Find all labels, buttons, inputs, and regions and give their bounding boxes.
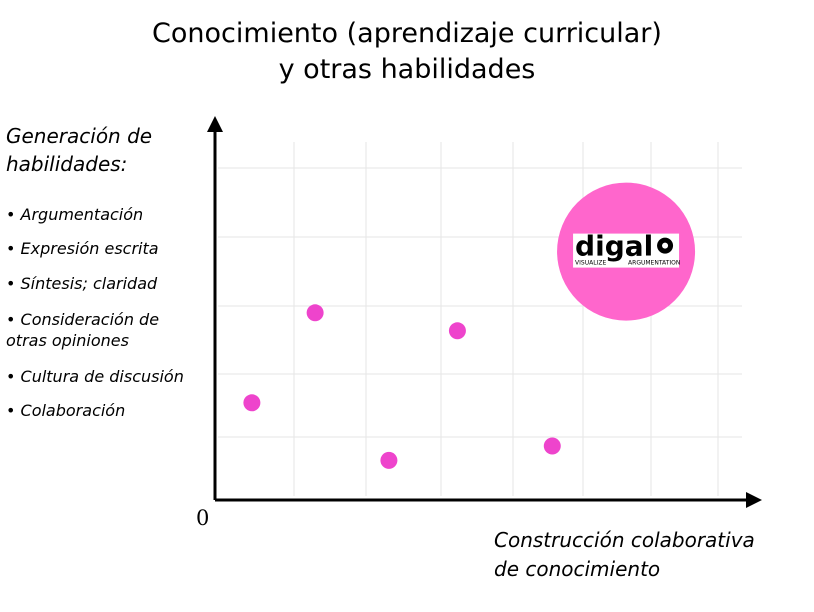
skill-item: • Cultura de discusión bbox=[6, 367, 184, 386]
data-point-4 bbox=[448, 322, 466, 340]
x-axis-label-line-1: Construcción colaborativa bbox=[494, 528, 755, 552]
title-line-2: y otras habilidades bbox=[278, 54, 536, 85]
y-axis-label: Generación de habilidades: bbox=[6, 122, 152, 178]
y-axis-arrow bbox=[207, 116, 223, 132]
skill-item: • Argumentación bbox=[6, 205, 144, 224]
logo-tagline-right: ARGUMENTATION bbox=[628, 260, 680, 267]
data-point-3 bbox=[380, 451, 398, 469]
title-rest: (aprendizaje curricular) bbox=[338, 18, 662, 49]
x-axis-label-line-2: de conocimiento bbox=[494, 557, 661, 581]
skill-item: • Colaboración bbox=[6, 401, 126, 420]
chart-title: Conocimiento (aprendizaje curricular) y … bbox=[0, 16, 814, 88]
x-axis-arrow bbox=[746, 492, 762, 508]
logo-wordmark: digal bbox=[575, 230, 653, 263]
logo-tagline-left: VISUALIZE bbox=[575, 260, 606, 267]
skill-item: • Síntesis; claridad bbox=[6, 274, 158, 293]
axes bbox=[207, 116, 762, 508]
data-point-2 bbox=[306, 304, 324, 322]
x-axis-label: Construcción colaborativa de conocimient… bbox=[494, 526, 755, 584]
title-bold: Conocimiento bbox=[152, 18, 339, 49]
origin-label: 0 bbox=[196, 506, 210, 530]
data-point-1 bbox=[243, 394, 261, 412]
data-points bbox=[243, 304, 561, 469]
skill-item: • Consideración de otras opiniones bbox=[6, 310, 160, 350]
title-line-1: Conocimiento (aprendizaje curricular) bbox=[0, 16, 814, 52]
y-axis-label-line-2: habilidades: bbox=[6, 152, 128, 176]
data-point-5 bbox=[543, 437, 561, 455]
y-axis-label-line-1: Generación de bbox=[6, 124, 153, 148]
logo-ball-spot bbox=[662, 242, 669, 249]
skill-item: • Expresión escrita bbox=[6, 239, 159, 258]
